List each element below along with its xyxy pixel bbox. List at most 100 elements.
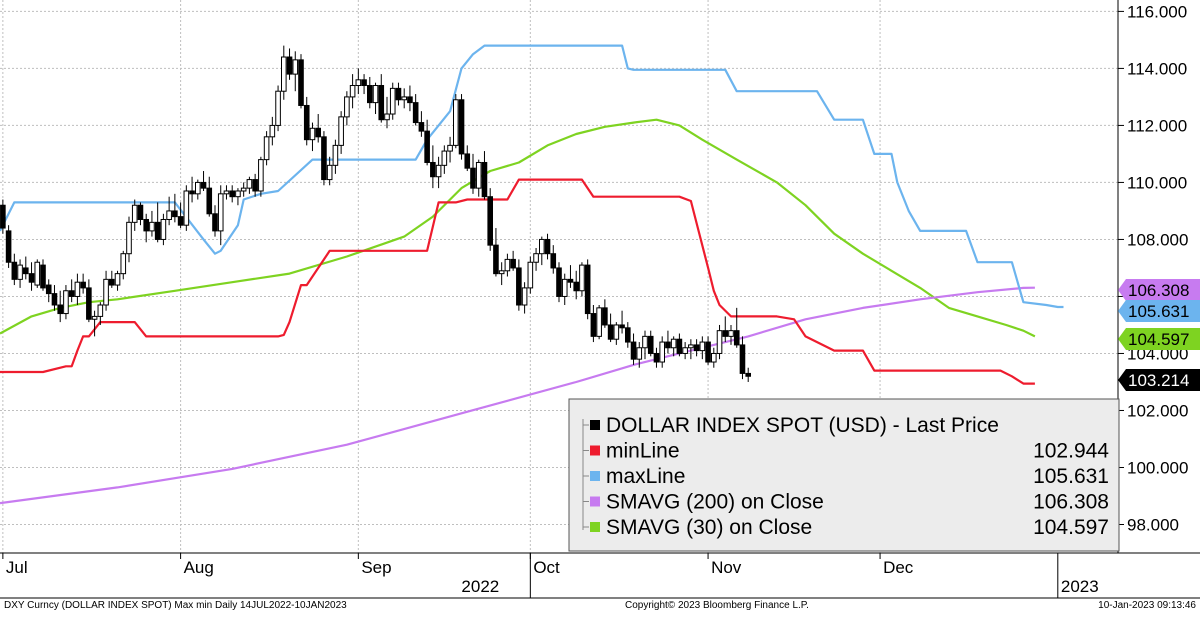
candle-body: [269, 124, 276, 138]
candle-body: [195, 181, 201, 195]
candle-body: [206, 187, 213, 215]
legend-swatch: [590, 471, 600, 481]
candle: [275, 85, 281, 132]
candle-body: [625, 327, 631, 343]
candle-layer: [0, 45, 752, 382]
candle: [412, 94, 419, 126]
candle: [154, 202, 161, 243]
candle-body: [286, 56, 293, 75]
candle-body: [630, 341, 637, 360]
candle: [229, 185, 235, 203]
candle-body: [418, 122, 425, 132]
candle: [602, 299, 608, 328]
candle-body: [510, 258, 516, 269]
candle-body: [596, 307, 602, 337]
candle: [521, 282, 528, 314]
candle-body: [0, 204, 6, 229]
value-tag-label: 106.308: [1128, 281, 1189, 300]
candle-body: [619, 324, 625, 329]
candle-body: [493, 244, 499, 275]
candle-body: [315, 127, 321, 138]
candle-body: [372, 85, 379, 104]
candle-body: [516, 267, 522, 306]
candle-body: [739, 344, 746, 374]
candle: [172, 193, 178, 223]
candle-body: [86, 287, 92, 320]
legend-label: SMAVG (200) on Close: [606, 491, 824, 514]
candle: [223, 185, 230, 200]
candle: [424, 119, 430, 166]
candle: [676, 333, 683, 357]
candle: [315, 114, 321, 143]
candle: [613, 322, 620, 345]
candle: [166, 196, 172, 226]
candle: [309, 122, 316, 152]
candle-body: [51, 293, 58, 306]
candle-body: [435, 164, 442, 178]
candle: [137, 202, 144, 226]
candle: [619, 310, 625, 334]
candle: [441, 145, 448, 174]
candle: [86, 279, 92, 323]
candle-body: [177, 216, 184, 226]
candle-body: [665, 341, 671, 349]
candle-body: [355, 79, 362, 87]
candle: [733, 307, 740, 348]
y-tick-label: 98.000: [1127, 515, 1179, 534]
candle: [63, 285, 69, 320]
legend-value: 106.308: [1033, 491, 1109, 514]
candle-body: [212, 213, 218, 232]
candle-body: [281, 56, 287, 92]
candle-body: [441, 150, 448, 166]
candle-body: [699, 341, 706, 352]
legend-value: 105.631: [1033, 465, 1109, 488]
legend-label: DOLLAR INDEX SPOT (USD) - Last Price: [606, 414, 999, 437]
value-tag-box: [1118, 369, 1200, 391]
x-year-label: 2022: [461, 577, 499, 596]
candle: [74, 273, 81, 306]
candle: [212, 205, 218, 237]
candle: [430, 145, 436, 189]
candle-body: [149, 221, 155, 232]
candle: [516, 259, 522, 311]
x-month-label: Sep: [361, 558, 391, 577]
candle-body: [160, 218, 167, 240]
candle: [447, 136, 453, 163]
candle-body: [349, 85, 356, 98]
footer-right: 10-Jan-2023 09:13:46: [1098, 600, 1196, 611]
candle: [539, 236, 545, 266]
candle-body: [430, 161, 436, 178]
candle: [688, 339, 694, 360]
candle: [252, 173, 258, 197]
candle: [206, 176, 213, 217]
candle-body: [722, 330, 729, 337]
candle-body: [97, 304, 104, 317]
candle: [670, 336, 677, 357]
candle-body: [636, 347, 643, 360]
candle: [493, 228, 499, 277]
candle: [418, 111, 425, 137]
candle: [189, 176, 195, 203]
candle-body: [154, 221, 161, 240]
value-tag-layer: 106.308 105.631 104.597 103.214: [1118, 279, 1200, 391]
candle: [149, 210, 155, 237]
value-tag-label: 105.631: [1128, 302, 1189, 321]
candle-body: [556, 267, 562, 297]
candle: [745, 367, 752, 382]
candle-body: [711, 352, 717, 363]
candle: [131, 199, 138, 231]
candle: [556, 262, 562, 303]
candle: [51, 285, 58, 311]
candle: [263, 131, 270, 166]
candle: [367, 76, 373, 109]
legend-swatch: [590, 522, 600, 532]
candle: [240, 182, 247, 197]
candle: [567, 265, 574, 288]
candle-body: [378, 85, 385, 121]
candle-body: [447, 144, 453, 152]
candle-body: [590, 313, 597, 337]
candle-body: [745, 372, 752, 377]
candle-body: [670, 338, 677, 349]
y-tick-label: 102.000: [1127, 401, 1188, 420]
